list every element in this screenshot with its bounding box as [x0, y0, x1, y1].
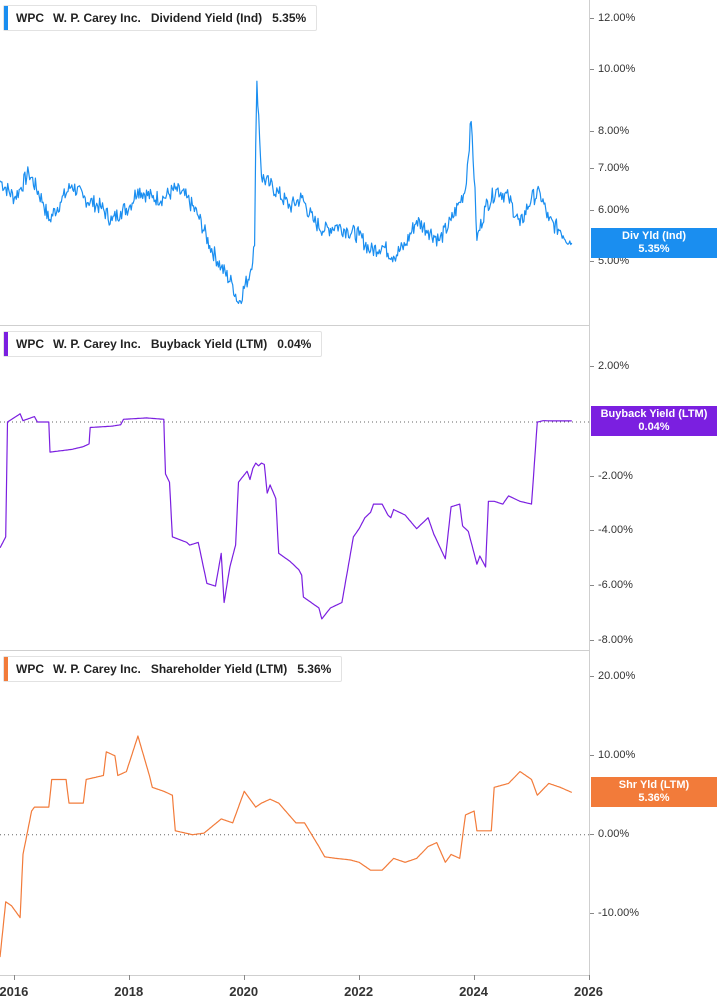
legend-metric: Shareholder Yield (LTM)	[150, 662, 288, 676]
shareholder-yield-plot	[0, 735, 589, 958]
y-tick-label: -10.00%	[590, 906, 639, 919]
y-tick-label: 12.00%	[589, 12, 636, 25]
y-tick-label: 2.00%	[589, 360, 630, 373]
legend-ticker: WPC	[16, 337, 44, 351]
legend-value: 0.04%	[277, 337, 312, 351]
panel-separator	[0, 325, 590, 326]
x-tick-label: 2024	[459, 984, 488, 999]
panel-separator	[0, 650, 590, 651]
y-tick-label: -4.00%	[590, 524, 633, 537]
dividend-yield-legend[interactable]: WPC W. P. Carey Inc. Dividend Yield (Ind…	[3, 5, 318, 31]
y-tick-label: 20.00%	[589, 669, 636, 682]
y-tick-label: 0.00%	[589, 827, 630, 840]
x-tick-label: 2016	[0, 984, 29, 999]
y-tick-label: 10.00%	[589, 748, 636, 761]
badge-label: Shr Yld (LTM)	[618, 779, 690, 792]
y-axis-line	[589, 0, 590, 975]
dividend-yield-panel: WPC W. P. Carey Inc. Dividend Yield (Ind…	[0, 0, 717, 326]
x-tick-mark	[359, 975, 361, 980]
badge-label: Div Yld (Ind)	[622, 229, 686, 242]
buyback-yield-panel: WPC W. P. Carey Inc. Buyback Yield (LTM)…	[0, 326, 717, 651]
x-tick-mark	[244, 975, 246, 980]
x-tick-label: 2022	[344, 984, 374, 999]
shareholder-yield-value-badge: Shr Yld (LTM) 5.36%	[591, 777, 717, 808]
y-tick-label: 8.00%	[589, 124, 630, 137]
x-tick-label: 2026	[574, 984, 603, 999]
y-tick-label: -8.00%	[590, 633, 633, 646]
y-tick-label: 6.00%	[589, 204, 630, 217]
x-tick-mark	[129, 975, 131, 980]
buyback-yield-legend[interactable]: WPC W. P. Carey Inc. Buyback Yield (LTM)…	[3, 331, 323, 357]
series-color-swatch	[4, 332, 8, 356]
badge-label: Buyback Yield (LTM)	[600, 407, 708, 420]
series-line	[0, 80, 573, 305]
legend-metric: Dividend Yield (Ind)	[150, 11, 263, 25]
legend-metric: Buyback Yield (LTM)	[150, 337, 268, 351]
shareholder-yield-panel: WPC W. P. Carey Inc. Shareholder Yield (…	[0, 651, 717, 975]
x-tick-mark	[14, 975, 16, 980]
x-tick-label: 2020	[229, 984, 259, 999]
x-axis-line	[0, 975, 590, 976]
series-line	[0, 413, 572, 620]
y-tick-label: -2.00%	[590, 469, 633, 482]
x-tick-label: 2018	[114, 984, 144, 999]
shareholder-yield-legend[interactable]: WPC W. P. Carey Inc. Shareholder Yield (…	[3, 656, 343, 682]
legend-company: W. P. Carey Inc.	[53, 662, 141, 676]
dividend-yield-value-badge: Div Yld (Ind) 5.35%	[591, 227, 717, 258]
series-color-swatch	[4, 6, 8, 30]
legend-company: W. P. Carey Inc.	[53, 337, 141, 351]
y-tick-label: 10.00%	[589, 62, 636, 75]
legend-ticker: WPC	[16, 662, 44, 676]
badge-value: 0.04%	[638, 420, 670, 433]
legend-value: 5.36%	[297, 662, 332, 676]
legend-value: 5.35%	[272, 11, 307, 25]
x-tick-mark	[474, 975, 476, 980]
buyback-yield-plot	[0, 413, 589, 620]
y-tick-label: 7.00%	[589, 161, 630, 174]
series-color-swatch	[4, 657, 8, 681]
series-line	[0, 735, 573, 958]
badge-value: 5.36%	[638, 792, 670, 805]
y-tick-label: -6.00%	[590, 579, 633, 592]
buyback-yield-value-badge: Buyback Yield (LTM) 0.04%	[591, 405, 717, 436]
legend-company: W. P. Carey Inc.	[53, 11, 141, 25]
x-tick-mark	[589, 975, 590, 980]
dividend-yield-plot	[0, 80, 573, 305]
badge-value: 5.35%	[638, 242, 670, 255]
legend-ticker: WPC	[16, 11, 44, 25]
